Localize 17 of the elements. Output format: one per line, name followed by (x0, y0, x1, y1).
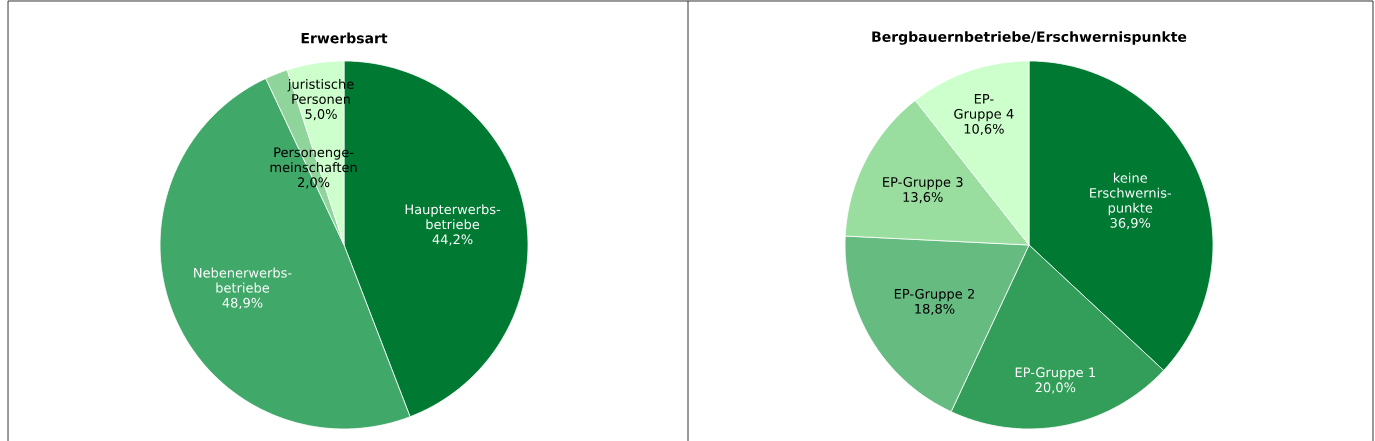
chart-title: Erwerbsart (301, 32, 388, 44)
data-label: 44,2% (432, 234, 473, 246)
slice-label: EP-Gruppe 3 (883, 177, 963, 190)
slice-label: Nebenerwerbs-betriebe (194, 267, 292, 293)
data-label: 10,6% (964, 123, 1004, 136)
data-label: 20,0% (1035, 382, 1076, 394)
chart-title: Bergbauernbetriebe/Erschwernispunkte (872, 31, 1187, 45)
slice-label: EP-Gruppe 4 (954, 94, 1014, 122)
data-label: 13,6% (903, 192, 943, 204)
data-label: 18,8% (915, 303, 955, 316)
slice-label: Haupterwerbs-betriebe (405, 204, 501, 230)
data-label: 48,9% (222, 297, 263, 310)
data-label: 5,0% (305, 109, 337, 121)
slice-label: EP-Gruppe 1 (1015, 367, 1095, 380)
data-label: 36,9% (1110, 217, 1151, 230)
slice-label: keine Erschwernis-punkte (1090, 172, 1172, 216)
slice-label: EP-Gruppe 2 (894, 288, 975, 302)
